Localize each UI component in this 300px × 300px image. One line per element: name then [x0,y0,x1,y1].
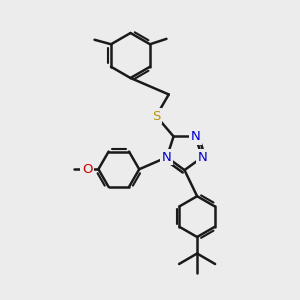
Text: N: N [197,151,207,164]
Text: N: N [190,130,200,143]
Text: O: O [82,163,92,176]
Text: N: N [162,151,172,164]
Text: S: S [152,110,160,123]
